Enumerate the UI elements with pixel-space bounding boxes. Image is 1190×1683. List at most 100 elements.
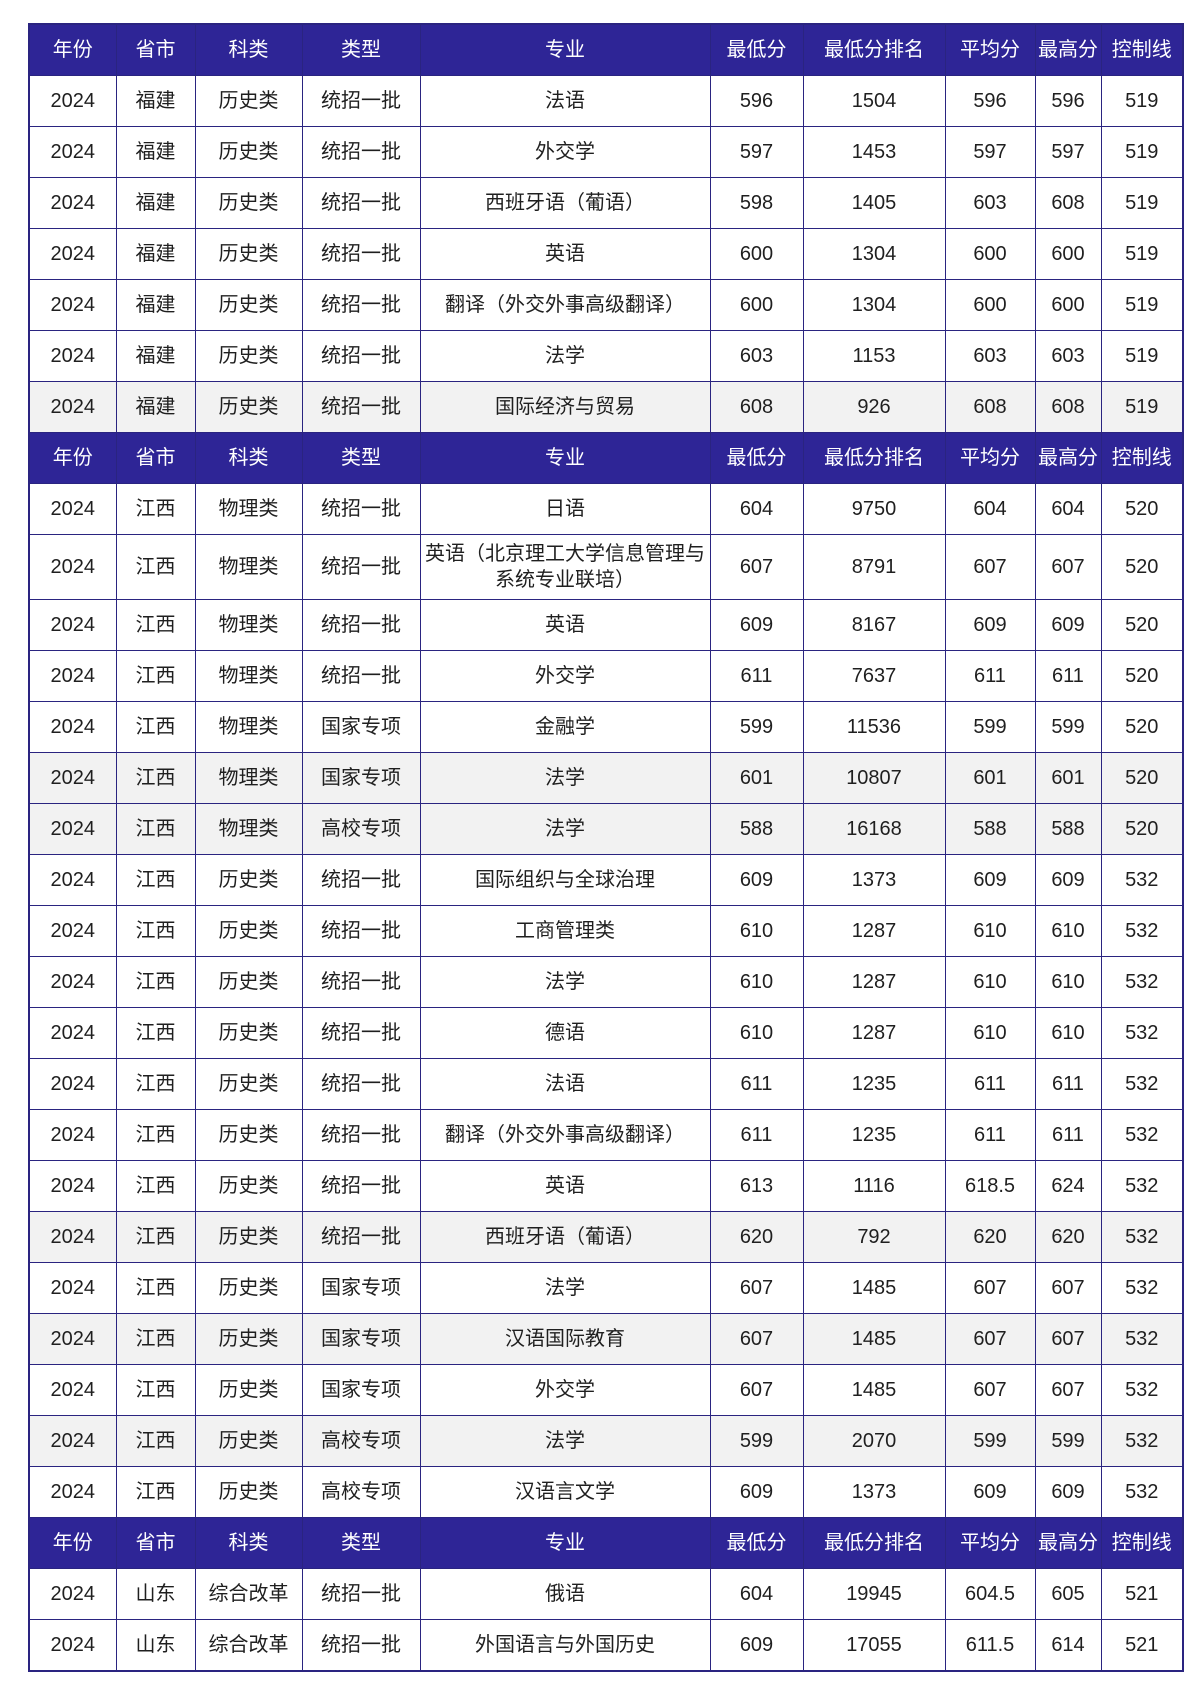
cell-min-score: 599 [709, 701, 804, 753]
cell-control-line: 519 [1100, 381, 1184, 433]
cell-control-line: 520 [1100, 534, 1184, 600]
cell-province: 江西 [115, 1160, 196, 1212]
cell-subject-type: 历史类 [194, 177, 303, 229]
cell-batch-type: 国家专项 [301, 1364, 421, 1416]
cell-province: 江西 [115, 599, 196, 651]
cell-control-line: 532 [1100, 1364, 1184, 1416]
cell-subject-type: 历史类 [194, 1211, 303, 1263]
cell-control-line: 532 [1100, 1160, 1184, 1212]
cell-min-score-rank: 1235 [802, 1058, 946, 1110]
cell-year: 2024 [28, 534, 117, 600]
cell-avg-score: 611 [944, 1109, 1036, 1161]
table-row: 2024 江西 历史类 统招一批 德语 610 1287 610 610 532 [28, 1007, 1184, 1059]
cell-province: 江西 [115, 1109, 196, 1161]
cell-avg-score: 609 [944, 599, 1036, 651]
cell-control-line: 519 [1100, 177, 1184, 229]
cell-batch-type: 统招一批 [301, 1058, 421, 1110]
column-header-min-score: 最低分 [709, 432, 804, 484]
cell-major: 外交学 [419, 650, 711, 702]
cell-major: 西班牙语（葡语） [419, 1211, 711, 1263]
cell-batch-type: 高校专项 [301, 1466, 421, 1518]
cell-min-score: 613 [709, 1160, 804, 1212]
cell-major: 英语 [419, 599, 711, 651]
cell-max-score: 600 [1034, 228, 1102, 280]
cell-subject-type: 物理类 [194, 599, 303, 651]
column-header-province: 省市 [115, 1517, 196, 1569]
cell-batch-type: 国家专项 [301, 752, 421, 804]
cell-batch-type: 统招一批 [301, 599, 421, 651]
cell-province: 山东 [115, 1568, 196, 1620]
cell-major: 翻译（外交外事高级翻译） [419, 1109, 711, 1161]
cell-subject-type: 历史类 [194, 854, 303, 906]
cell-min-score: 597 [709, 126, 804, 178]
cell-batch-type: 统招一批 [301, 1619, 421, 1672]
cell-batch-type: 统招一批 [301, 126, 421, 178]
cell-max-score: 609 [1034, 1466, 1102, 1518]
cell-batch-type: 统招一批 [301, 1211, 421, 1263]
column-header-subject-type: 科类 [194, 432, 303, 484]
table-row: 2024 江西 历史类 统招一批 工商管理类 610 1287 610 610 532 [28, 905, 1184, 957]
cell-min-score: 604 [709, 483, 804, 535]
cell-min-score-rank: 1304 [802, 228, 946, 280]
cell-subject-type: 历史类 [194, 1313, 303, 1365]
cell-province: 江西 [115, 1415, 196, 1467]
cell-min-score-rank: 1485 [802, 1364, 946, 1416]
cell-avg-score: 604 [944, 483, 1036, 535]
table-row: 2024 福建 历史类 统招一批 英语 600 1304 600 600 519 [28, 228, 1184, 280]
column-header-subject-type: 科类 [194, 23, 303, 76]
cell-avg-score: 610 [944, 956, 1036, 1008]
cell-year: 2024 [28, 1313, 117, 1365]
cell-major: 法学 [419, 752, 711, 804]
cell-subject-type: 历史类 [194, 1262, 303, 1314]
cell-min-score-rank: 1373 [802, 1466, 946, 1518]
cell-batch-type: 统招一批 [301, 177, 421, 229]
cell-control-line: 521 [1100, 1619, 1184, 1672]
cell-max-score: 620 [1034, 1211, 1102, 1263]
cell-min-score: 610 [709, 1007, 804, 1059]
cell-min-score: 598 [709, 177, 804, 229]
cell-major: 外交学 [419, 1364, 711, 1416]
table-row: 2024 江西 历史类 统招一批 法语 611 1235 611 611 532 [28, 1058, 1184, 1110]
table-header-row: 年份 省市 科类 类型 专业 最低分 最低分排名 平均分 最高分 控制线 [28, 432, 1184, 484]
cell-year: 2024 [28, 483, 117, 535]
cell-subject-type: 物理类 [194, 803, 303, 855]
cell-control-line: 520 [1100, 483, 1184, 535]
cell-max-score: 607 [1034, 1262, 1102, 1314]
cell-year: 2024 [28, 752, 117, 804]
cell-max-score: 599 [1034, 701, 1102, 753]
table-row: 2024 江西 物理类 统招一批 英语（北京理工大学信息管理与系统专业联培） 607 879… [28, 534, 1184, 600]
table-row: 2024 江西 历史类 统招一批 英语 613 1116 618.5 624 532 [28, 1160, 1184, 1212]
cell-province: 福建 [115, 381, 196, 433]
cell-min-score: 600 [709, 228, 804, 280]
table-row: 2024 江西 历史类 统招一批 国际组织与全球治理 609 1373 609 609 532 [28, 854, 1184, 906]
cell-max-score: 600 [1034, 279, 1102, 331]
column-header-major: 专业 [419, 1517, 711, 1569]
cell-province: 江西 [115, 854, 196, 906]
cell-min-score-rank: 1453 [802, 126, 946, 178]
cell-max-score: 597 [1034, 126, 1102, 178]
cell-major: 国际组织与全球治理 [419, 854, 711, 906]
cell-avg-score: 610 [944, 1007, 1036, 1059]
cell-province: 江西 [115, 803, 196, 855]
cell-min-score: 607 [709, 1262, 804, 1314]
cell-max-score: 607 [1034, 1364, 1102, 1416]
cell-max-score: 607 [1034, 534, 1102, 600]
cell-batch-type: 国家专项 [301, 1262, 421, 1314]
cell-min-score-rank: 17055 [802, 1619, 946, 1672]
table-row: 2024 福建 历史类 统招一批 翻译（外交外事高级翻译） 600 1304 600 600 51… [28, 279, 1184, 331]
cell-year: 2024 [28, 1568, 117, 1620]
column-header-max-score: 最高分 [1034, 432, 1102, 484]
cell-max-score: 611 [1034, 1109, 1102, 1161]
table-row: 2024 江西 物理类 国家专项 法学 601 10807 601 601 520 [28, 752, 1184, 804]
cell-major: 英语 [419, 1160, 711, 1212]
cell-min-score-rank: 926 [802, 381, 946, 433]
cell-max-score: 604 [1034, 483, 1102, 535]
table-row: 2024 江西 物理类 高校专项 法学 588 16168 588 588 520 [28, 803, 1184, 855]
cell-avg-score: 610 [944, 905, 1036, 957]
cell-subject-type: 历史类 [194, 1058, 303, 1110]
cell-province: 江西 [115, 905, 196, 957]
cell-control-line: 519 [1100, 75, 1184, 127]
cell-province: 江西 [115, 1007, 196, 1059]
cell-min-score: 607 [709, 1364, 804, 1416]
cell-min-score: 604 [709, 1568, 804, 1620]
